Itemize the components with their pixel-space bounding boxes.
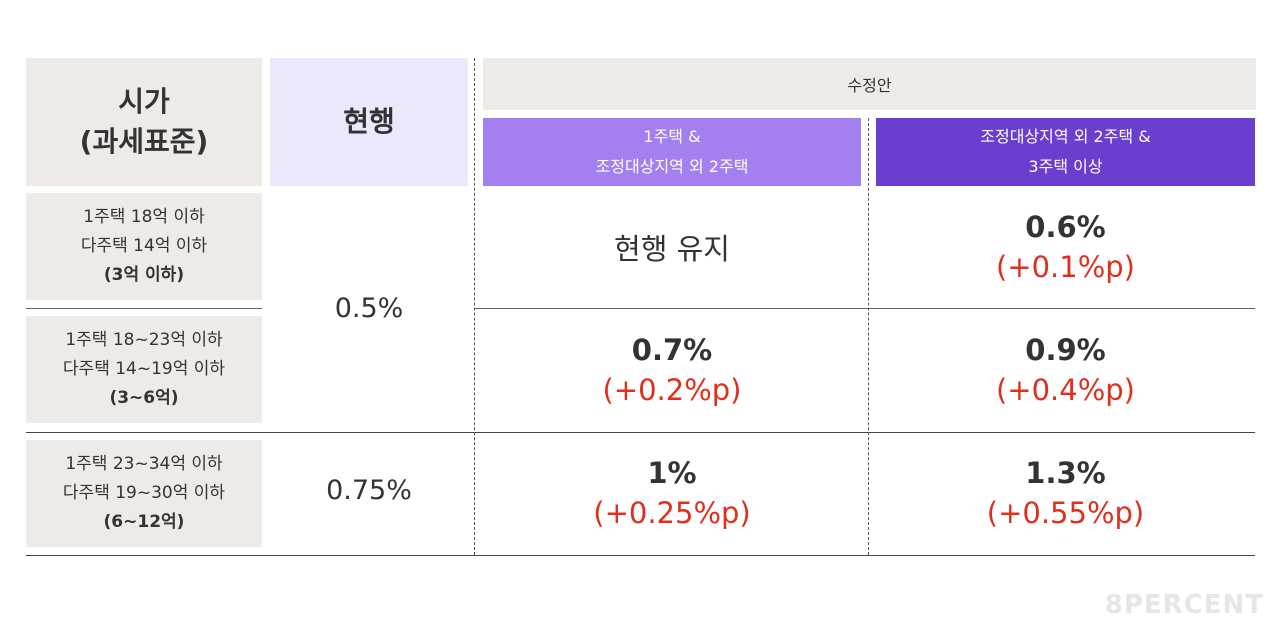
row3-line1: 1주택 23~34억 이하 — [65, 454, 223, 474]
row2-col1-cell: 0.7% (+0.2%p) — [483, 313, 861, 427]
header-revision-label: 수정안 — [847, 76, 892, 95]
row2-line3: (3~6억) — [109, 388, 179, 408]
header-current-cell: 현행 — [270, 58, 468, 186]
header-col1-cell: 1주택 & 조정대상지역 외 2주택 — [483, 118, 861, 186]
header-col2-cell: 조정대상지역 외 2주택 & 3주택 이상 — [876, 118, 1255, 186]
group-divider — [26, 432, 1255, 433]
row2-col1-change: (+0.2%p) — [602, 373, 742, 407]
table-bottom-border — [26, 555, 1255, 556]
row2-col2-cell: 0.9% (+0.4%p) — [876, 313, 1255, 427]
row-label-1: 1주택 18억 이하 다주택 14억 이하 (3억 이하) — [26, 193, 262, 300]
header-col2-line2: 3주택 이상 — [1028, 157, 1103, 176]
row-label-3: 1주택 23~34억 이하 다주택 19~30억 이하 (6~12억) — [26, 440, 262, 547]
row3-line2: 다주택 19~30억 이하 — [62, 483, 226, 503]
row1-divider — [474, 308, 1255, 309]
current-rate-group1: 0.5% — [270, 193, 468, 423]
header-col1-line2: 조정대상지역 외 2주택 — [595, 157, 749, 176]
row3-col2-rate: 1.3% — [1025, 456, 1106, 490]
row3-col1-cell: 1% (+0.25%p) — [483, 436, 861, 550]
row1-line3: (3억 이하) — [103, 265, 185, 285]
row1-col2-change: (+0.1%p) — [995, 250, 1135, 284]
row3-col1-change: (+0.25%p) — [593, 496, 751, 530]
row1-col2-rate: 0.6% — [1025, 210, 1106, 244]
header-price-label: 시가 — [118, 85, 170, 118]
current-rate-group1-value: 0.5% — [334, 292, 404, 324]
current-rate-group2: 0.75% — [270, 433, 468, 547]
row1-line2: 다주택 14억 이하 — [80, 236, 208, 256]
brand-logo: 8PERCENT — [1104, 590, 1264, 620]
row3-line3: (6~12억) — [103, 512, 185, 532]
row3-col2-cell: 1.3% (+0.55%p) — [876, 436, 1255, 550]
header-current-label: 현행 — [343, 105, 395, 138]
header-price-sublabel: (과세표준) — [79, 125, 209, 158]
row3-col2-change: (+0.55%p) — [986, 496, 1145, 530]
row2-col1-rate: 0.7% — [631, 333, 713, 367]
row1-line1: 1주택 18억 이하 — [83, 207, 205, 227]
row1-col1-keep: 현행 유지 — [614, 232, 730, 266]
row2-col2-change: (+0.4%p) — [995, 373, 1135, 407]
header-price-cell: 시가 (과세표준) — [26, 58, 262, 186]
row2-col2-rate: 0.9% — [1025, 333, 1106, 367]
row-label-2: 1주택 18~23억 이하 다주택 14~19억 이하 (3~6억) — [26, 316, 262, 423]
row2-line1: 1주택 18~23억 이하 — [65, 330, 223, 350]
row3-col1-rate: 1% — [647, 456, 697, 490]
row-label-divider — [26, 308, 262, 309]
current-revision-separator — [474, 58, 475, 555]
current-rate-group2-value: 0.75% — [326, 474, 412, 506]
row1-col1-cell: 현행 유지 — [483, 193, 861, 301]
header-revision-cell: 수정안 — [483, 58, 1256, 110]
revision-columns-separator — [868, 118, 869, 555]
header-col2-line1: 조정대상지역 외 2주택 & — [980, 127, 1151, 146]
row1-col2-cell: 0.6% (+0.1%p) — [876, 193, 1255, 301]
header-col1-line1: 1주택 & — [643, 127, 701, 146]
row2-line2: 다주택 14~19억 이하 — [62, 359, 226, 379]
